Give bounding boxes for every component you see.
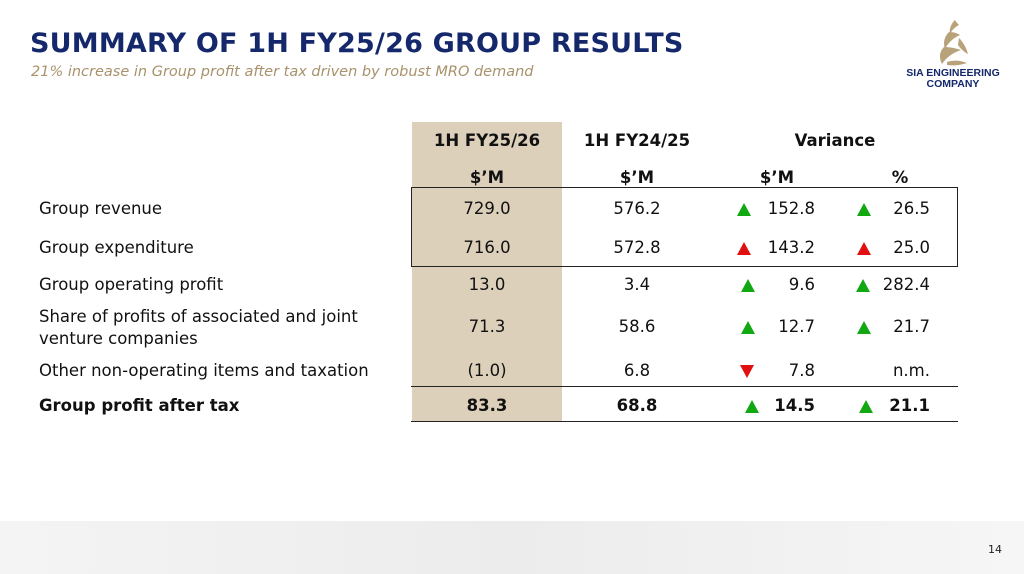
- cell-prior: 576.2: [613, 199, 661, 218]
- increase-arrow-icon: [745, 400, 759, 413]
- row-label-group-operating-profit: Group operating profit: [39, 275, 224, 294]
- bird-emblem-icon: [939, 20, 968, 66]
- cell-current: 729.0: [463, 199, 511, 218]
- cell-current: (1.0): [467, 361, 507, 380]
- cell-prior: 572.8: [613, 238, 661, 257]
- cell-current: 71.3: [468, 317, 506, 336]
- increase-arrow-icon: [741, 279, 755, 292]
- increase-arrow-icon: [737, 203, 751, 216]
- row-label-group-revenue: Group revenue: [39, 199, 163, 218]
- cell-current: 716.0: [463, 238, 511, 257]
- row-label-other-non-operating: Other non-operating items and taxation: [39, 361, 369, 380]
- col-header-variance: Variance: [794, 131, 876, 150]
- sia-engineering-logo: SIA ENGINEERING COMPANY: [898, 18, 1008, 92]
- unit-header-var-pct: %: [891, 168, 909, 187]
- cell-prior: 6.8: [623, 361, 651, 380]
- cell-var-pct: 282.4: [882, 275, 930, 294]
- cell-var-amount: 7.8: [788, 361, 815, 380]
- cell-var-pct: 21.7: [893, 317, 930, 336]
- cell-var-amount: 9.6: [788, 275, 815, 294]
- cell-var-amount: 152.8: [767, 199, 815, 218]
- decrease-arrow-icon: [740, 365, 754, 378]
- increase-arrow-icon: [857, 203, 871, 216]
- col-header-current: 1H FY25/26: [433, 131, 541, 150]
- cell-var-amount: 143.2: [767, 238, 815, 257]
- profit-after-tax-bottom-rule: [411, 421, 958, 423]
- cell-prior: 58.6: [618, 317, 656, 336]
- current-period-highlight: [412, 122, 562, 422]
- row-label-group-profit-after-tax: Group profit after tax: [39, 396, 240, 415]
- profit-after-tax-top-rule: [411, 386, 958, 388]
- increase-arrow-icon: [741, 321, 755, 334]
- increase-arrow-icon: [859, 400, 873, 413]
- cell-current: 83.3: [466, 396, 508, 415]
- increase-arrow-icon: [857, 242, 871, 255]
- cell-var-pct: 21.1: [889, 396, 930, 415]
- cell-var-pct: 26.5: [893, 199, 930, 218]
- cell-prior: 3.4: [623, 275, 651, 294]
- increase-arrow-icon: [856, 279, 870, 292]
- unit-header-var-amount: $’M: [759, 168, 795, 187]
- cell-current: 13.0: [468, 275, 506, 294]
- page-number: 14: [988, 543, 1002, 556]
- row-label-share-of-profits: Share of profits of associated and joint…: [39, 307, 358, 348]
- logo-text: SIA ENGINEERING COMPANY: [898, 68, 1008, 90]
- cell-var-amount: 12.7: [778, 317, 815, 336]
- page-title: SUMMARY OF 1H FY25/26 GROUP RESULTS: [30, 28, 684, 59]
- unit-header-current: $’M: [469, 168, 505, 187]
- page-subtitle: 21% increase in Group profit after tax d…: [31, 64, 534, 80]
- revenue-expenditure-box: [411, 187, 958, 267]
- cell-prior: 68.8: [616, 396, 658, 415]
- cell-var-pct: n.m.: [892, 361, 930, 380]
- footer-band: [0, 521, 1024, 574]
- unit-header-prior: $’M: [619, 168, 655, 187]
- logo-text-line2: COMPANY: [926, 78, 980, 90]
- logo-text-line1: SIA ENGINEERING: [906, 67, 1000, 79]
- row-label-group-expenditure: Group expenditure: [39, 238, 194, 257]
- cell-var-pct: 25.0: [893, 238, 930, 257]
- increase-arrow-icon: [737, 242, 751, 255]
- col-header-prior: 1H FY24/25: [583, 131, 691, 150]
- cell-var-amount: 14.5: [774, 396, 815, 415]
- increase-arrow-icon: [857, 321, 871, 334]
